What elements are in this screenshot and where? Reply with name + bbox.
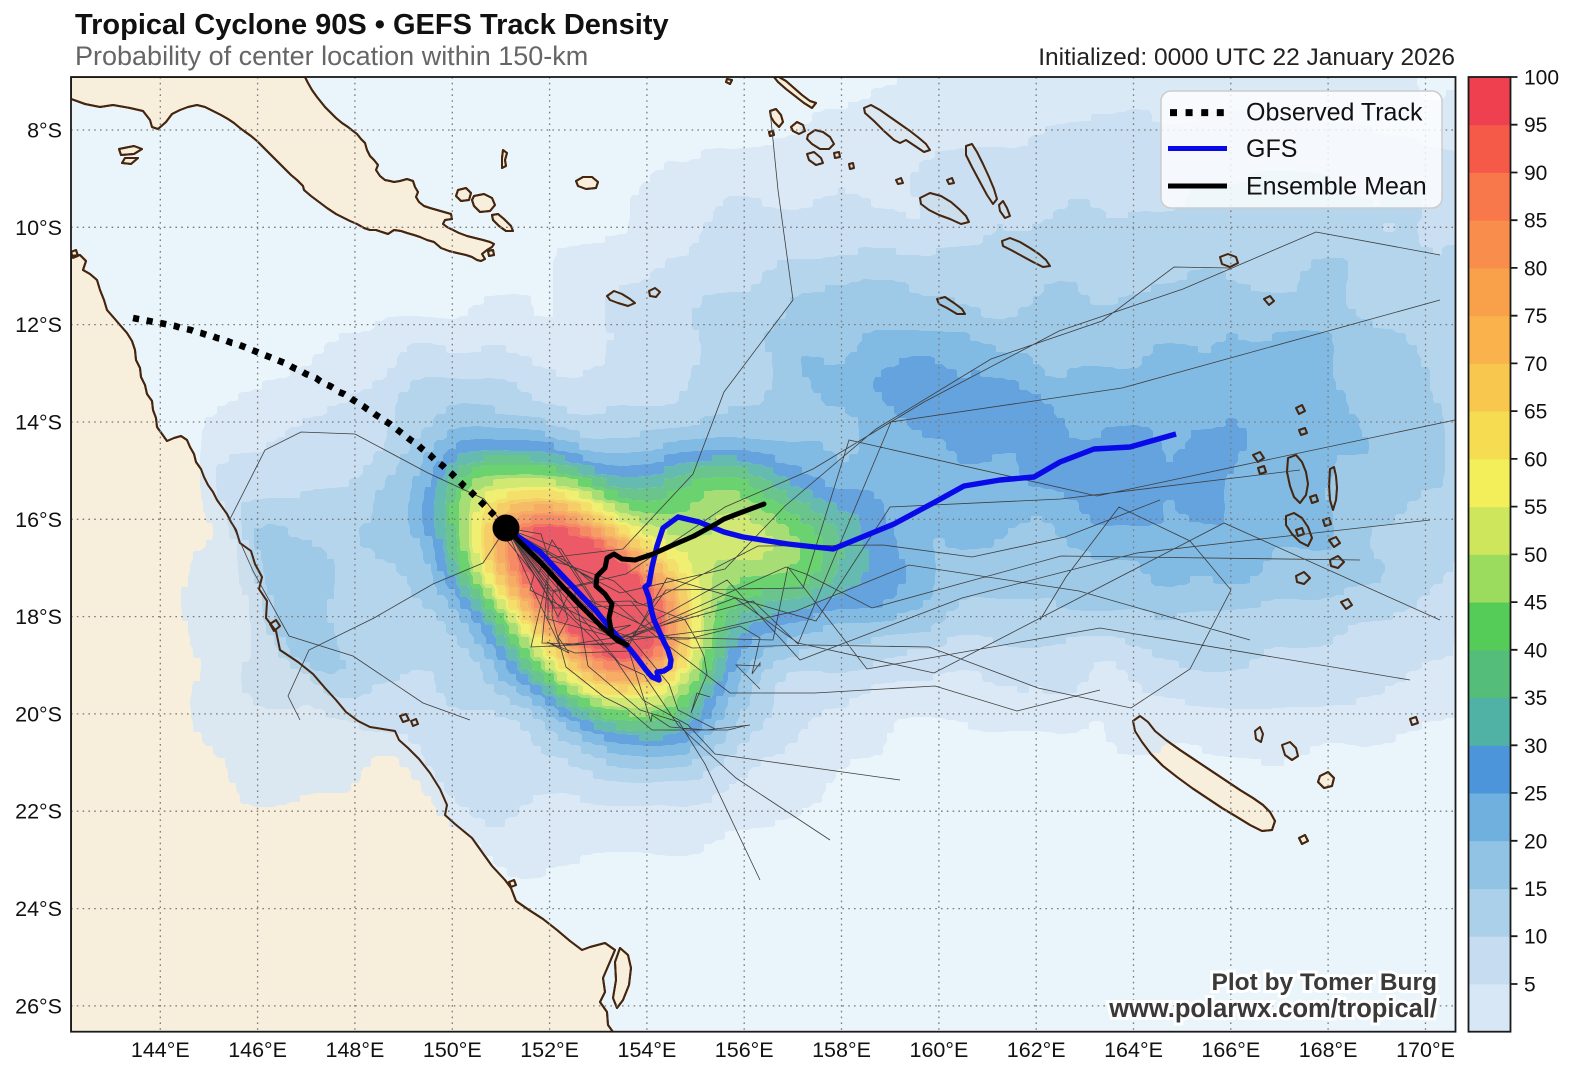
- svg-text:158°E: 158°E: [812, 1038, 871, 1062]
- svg-text:www.polarwx.com/tropical/: www.polarwx.com/tropical/: [1108, 995, 1437, 1023]
- svg-text:148°E: 148°E: [325, 1038, 384, 1062]
- svg-text:162°E: 162°E: [1007, 1038, 1066, 1062]
- svg-text:65: 65: [1524, 401, 1547, 424]
- svg-text:Plot by Tomer Burg: Plot by Tomer Burg: [1211, 969, 1437, 996]
- svg-text:18°S: 18°S: [15, 605, 62, 629]
- svg-text:80: 80: [1524, 257, 1547, 280]
- svg-text:30: 30: [1524, 735, 1547, 758]
- svg-text:Tropical Cyclone 90S • GEFS Tr: Tropical Cyclone 90S • GEFS Track Densit…: [75, 9, 669, 41]
- svg-text:164°E: 164°E: [1104, 1038, 1163, 1062]
- svg-text:166°E: 166°E: [1201, 1038, 1260, 1062]
- svg-text:10°S: 10°S: [15, 216, 62, 240]
- svg-text:Probability of center location: Probability of center location within 15…: [75, 41, 588, 71]
- svg-text:Observed Track: Observed Track: [1246, 99, 1423, 127]
- svg-text:170°E: 170°E: [1396, 1038, 1455, 1062]
- svg-text:25: 25: [1524, 783, 1547, 806]
- svg-text:20: 20: [1524, 830, 1547, 853]
- svg-text:Ensemble Mean: Ensemble Mean: [1246, 173, 1427, 201]
- svg-text:154°E: 154°E: [617, 1038, 676, 1062]
- svg-text:95: 95: [1524, 114, 1547, 137]
- svg-text:100: 100: [1524, 67, 1559, 90]
- svg-text:10: 10: [1524, 926, 1547, 949]
- svg-text:26°S: 26°S: [15, 994, 62, 1018]
- svg-text:90: 90: [1524, 162, 1547, 185]
- svg-text:50: 50: [1524, 544, 1547, 567]
- svg-text:55: 55: [1524, 496, 1547, 519]
- svg-text:146°E: 146°E: [228, 1038, 287, 1062]
- svg-text:45: 45: [1524, 592, 1547, 615]
- svg-text:85: 85: [1524, 210, 1547, 233]
- svg-text:20°S: 20°S: [15, 702, 62, 726]
- svg-text:40: 40: [1524, 639, 1547, 662]
- svg-text:60: 60: [1524, 448, 1547, 471]
- svg-text:150°E: 150°E: [423, 1038, 482, 1062]
- svg-text:GFS: GFS: [1246, 135, 1297, 163]
- svg-text:5: 5: [1524, 974, 1536, 997]
- svg-text:14°S: 14°S: [15, 411, 62, 435]
- svg-text:168°E: 168°E: [1299, 1038, 1358, 1062]
- svg-text:160°E: 160°E: [909, 1038, 968, 1062]
- svg-text:156°E: 156°E: [715, 1038, 774, 1062]
- svg-text:152°E: 152°E: [520, 1038, 579, 1062]
- svg-text:8°S: 8°S: [27, 119, 62, 143]
- svg-text:75: 75: [1524, 305, 1547, 328]
- svg-text:16°S: 16°S: [15, 508, 62, 532]
- svg-text:70: 70: [1524, 353, 1547, 376]
- svg-text:12°S: 12°S: [15, 313, 62, 337]
- svg-text:24°S: 24°S: [15, 897, 62, 921]
- svg-text:22°S: 22°S: [15, 800, 62, 824]
- svg-text:Initialized: 0000 UTC 22 Janua: Initialized: 0000 UTC 22 January 2026: [1038, 44, 1455, 71]
- svg-text:15: 15: [1524, 878, 1547, 901]
- svg-text:144°E: 144°E: [131, 1038, 190, 1062]
- svg-text:35: 35: [1524, 687, 1547, 710]
